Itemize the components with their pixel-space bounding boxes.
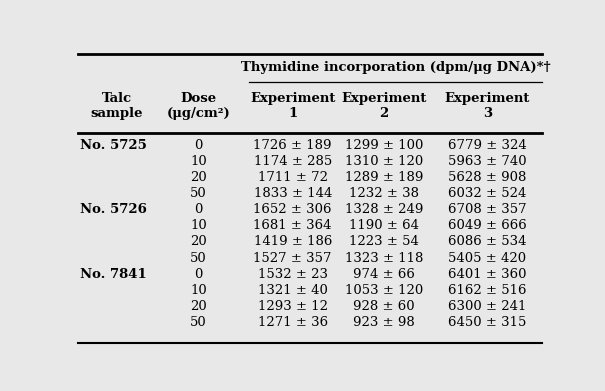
Text: 1174 ± 285: 1174 ± 285	[253, 155, 332, 168]
Text: Experiment: Experiment	[445, 92, 530, 105]
Text: 1: 1	[288, 107, 297, 120]
Text: 974 ± 66: 974 ± 66	[353, 268, 415, 281]
Text: 1232 ± 38: 1232 ± 38	[349, 187, 419, 200]
Text: 5963 ± 740: 5963 ± 740	[448, 155, 526, 168]
Text: 1681 ± 364: 1681 ± 364	[253, 219, 332, 232]
Text: 5628 ± 908: 5628 ± 908	[448, 171, 526, 184]
Text: 20: 20	[190, 300, 207, 313]
Text: 0: 0	[194, 139, 203, 152]
Text: 3: 3	[483, 107, 492, 120]
Text: 6032 ± 524: 6032 ± 524	[448, 187, 526, 200]
Text: Thymidine incorporation (dpm/μg DNA)*†: Thymidine incorporation (dpm/μg DNA)*†	[241, 61, 551, 75]
Text: No. 5726: No. 5726	[80, 203, 147, 216]
Text: No. 7841: No. 7841	[80, 268, 147, 281]
Text: 1289 ± 189: 1289 ± 189	[345, 171, 424, 184]
Text: 1321 ± 40: 1321 ± 40	[258, 284, 328, 297]
Text: 6779 ± 324: 6779 ± 324	[448, 139, 527, 152]
Text: 50: 50	[190, 316, 207, 329]
Text: 6300 ± 241: 6300 ± 241	[448, 300, 526, 313]
Text: 923 ± 98: 923 ± 98	[353, 316, 415, 329]
Text: 6086 ± 534: 6086 ± 534	[448, 235, 526, 248]
Text: 10: 10	[190, 219, 207, 232]
Text: No. 5725: No. 5725	[80, 139, 147, 152]
Text: sample: sample	[91, 107, 143, 120]
Text: 1711 ± 72: 1711 ± 72	[258, 171, 328, 184]
Text: 1299 ± 100: 1299 ± 100	[345, 139, 424, 152]
Text: 1293 ± 12: 1293 ± 12	[258, 300, 328, 313]
Text: 6401 ± 360: 6401 ± 360	[448, 268, 526, 281]
Text: 50: 50	[190, 187, 207, 200]
Text: 1328 ± 249: 1328 ± 249	[345, 203, 424, 216]
Text: 10: 10	[190, 284, 207, 297]
Text: 1652 ± 306: 1652 ± 306	[253, 203, 332, 216]
Text: 10: 10	[190, 155, 207, 168]
Text: 6162 ± 516: 6162 ± 516	[448, 284, 526, 297]
Text: 1190 ± 64: 1190 ± 64	[349, 219, 419, 232]
Text: (μg/cm²): (μg/cm²)	[166, 107, 231, 120]
Text: 6708 ± 357: 6708 ± 357	[448, 203, 526, 216]
Text: 1323 ± 118: 1323 ± 118	[345, 251, 424, 265]
Text: 1419 ± 186: 1419 ± 186	[253, 235, 332, 248]
Text: 1223 ± 54: 1223 ± 54	[349, 235, 419, 248]
Text: 1271 ± 36: 1271 ± 36	[258, 316, 328, 329]
Text: 5405 ± 420: 5405 ± 420	[448, 251, 526, 265]
Text: 1726 ± 189: 1726 ± 189	[253, 139, 332, 152]
Text: 1527 ± 357: 1527 ± 357	[253, 251, 332, 265]
Text: 0: 0	[194, 203, 203, 216]
Text: 928 ± 60: 928 ± 60	[353, 300, 415, 313]
Text: Experiment: Experiment	[341, 92, 427, 105]
Text: 1310 ± 120: 1310 ± 120	[345, 155, 424, 168]
Text: 6049 ± 666: 6049 ± 666	[448, 219, 527, 232]
Text: Dose: Dose	[180, 92, 217, 105]
Text: 1532 ± 23: 1532 ± 23	[258, 268, 328, 281]
Text: 20: 20	[190, 171, 207, 184]
Text: 2: 2	[379, 107, 389, 120]
Text: 20: 20	[190, 235, 207, 248]
Text: 0: 0	[194, 268, 203, 281]
Text: 1833 ± 144: 1833 ± 144	[253, 187, 332, 200]
Text: 1053 ± 120: 1053 ± 120	[345, 284, 424, 297]
Text: Experiment: Experiment	[250, 92, 335, 105]
Text: 50: 50	[190, 251, 207, 265]
Text: Talc: Talc	[102, 92, 132, 105]
Text: 6450 ± 315: 6450 ± 315	[448, 316, 526, 329]
